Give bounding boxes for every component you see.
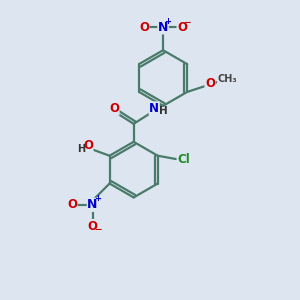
Text: O: O (205, 77, 215, 90)
Text: O: O (83, 140, 93, 152)
Text: H: H (159, 106, 167, 116)
Text: O: O (139, 21, 149, 34)
Text: −: − (183, 18, 190, 27)
Text: CH₃: CH₃ (218, 74, 237, 83)
Text: N: N (87, 198, 98, 211)
Text: N: N (158, 21, 168, 34)
Text: O: O (177, 21, 187, 34)
Text: N: N (149, 102, 159, 115)
Text: H: H (77, 143, 85, 154)
Text: Cl: Cl (178, 153, 190, 166)
Text: O: O (88, 220, 98, 232)
Text: O: O (67, 198, 77, 211)
Text: −: − (94, 226, 102, 235)
Text: O: O (109, 102, 119, 115)
Text: +: + (164, 17, 172, 26)
Text: +: + (94, 194, 102, 203)
